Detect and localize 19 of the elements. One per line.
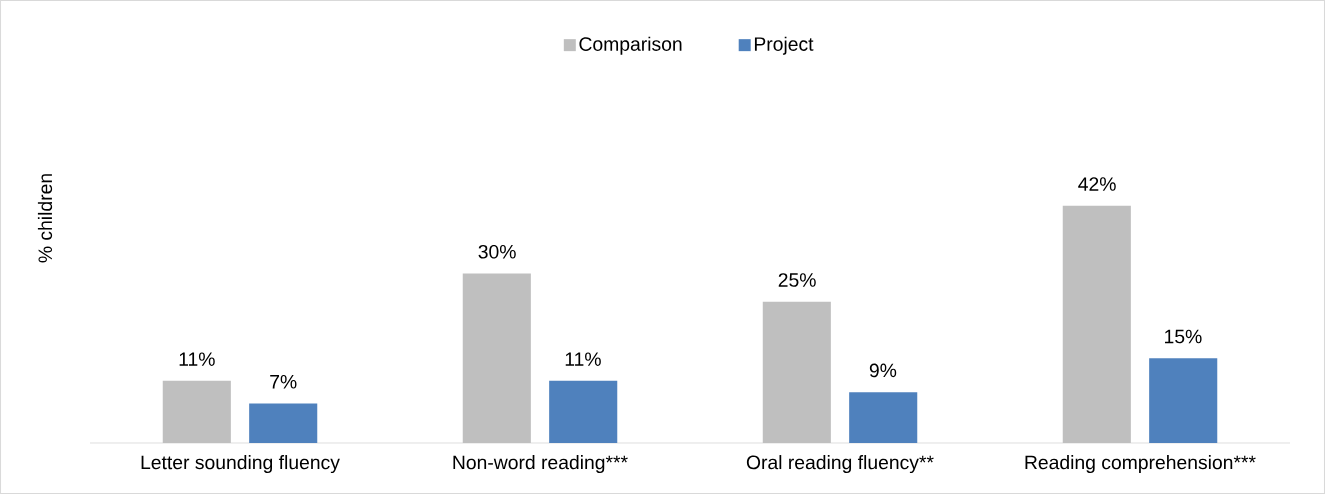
- y-axis-title: % children: [37, 174, 53, 263]
- legend-label: Comparison: [579, 36, 682, 55]
- bar: [849, 392, 918, 443]
- data-label: 25%: [778, 273, 816, 287]
- data-label: 15%: [1165, 329, 1202, 344]
- bar: [249, 403, 318, 443]
- data-label: 11%: [565, 352, 601, 366]
- x-tick-label: Reading comprehension***: [1025, 455, 1256, 474]
- data-label: 9%: [869, 363, 897, 378]
- bar: [549, 380, 618, 443]
- legend-label: Project: [754, 36, 814, 55]
- x-tick-label: Non-word reading***: [453, 455, 628, 474]
- x-tick-label: Letter sounding fluency: [141, 455, 340, 474]
- data-label: 30%: [478, 244, 516, 259]
- x-tick-label: Oral reading fluency**: [746, 455, 934, 474]
- data-label: 42%: [1078, 177, 1116, 191]
- bar: [1149, 358, 1218, 443]
- data-label: 7%: [270, 374, 297, 389]
- data-label: 11%: [179, 352, 215, 366]
